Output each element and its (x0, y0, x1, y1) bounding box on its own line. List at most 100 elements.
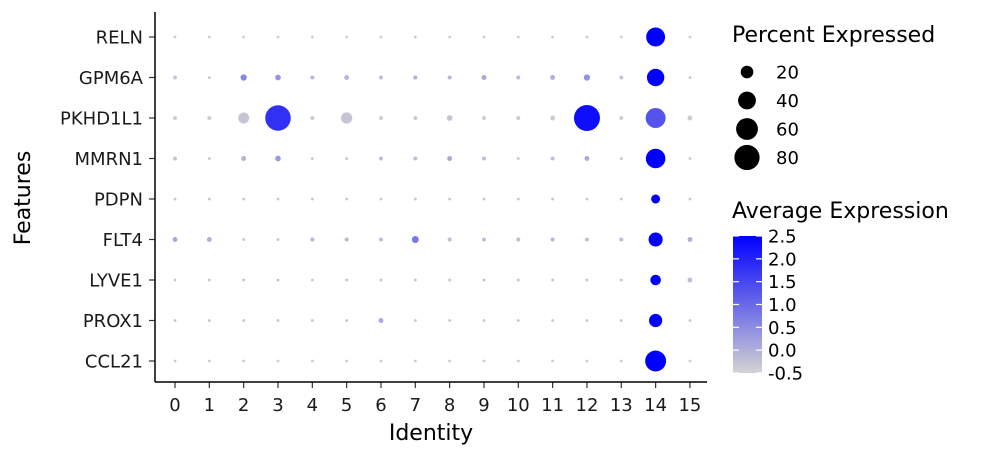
size-legend-label-20: 20 (776, 63, 799, 84)
size-legend-label-60: 60 (776, 120, 799, 141)
dot-CCL21-14 (645, 350, 667, 372)
dot-RELN-13 (619, 35, 623, 39)
dot-PDPN-13 (619, 197, 623, 201)
size-legend-dot-80 (734, 144, 760, 171)
dot-PKHD1L1-9 (481, 116, 486, 120)
color-legend-label: 1.0 (768, 295, 797, 316)
dot-PROX1-15 (688, 319, 692, 322)
y-tick-label-FLT4: FLT4 (103, 230, 143, 251)
dot-GPM6A-0 (173, 75, 177, 80)
dot-CCL21-7 (413, 359, 417, 363)
dot-GPM6A-3 (275, 74, 281, 81)
dot-FLT4-2 (242, 238, 246, 241)
dot-PDPN-1 (207, 197, 211, 201)
dot-FLT4-11 (550, 237, 555, 242)
dot-PKHD1L1-10 (516, 116, 521, 120)
dot-PROX1-7 (413, 319, 417, 322)
size-legend: Percent Expressed 20 40 60 80 (732, 23, 935, 171)
dot-PKHD1L1-7 (413, 116, 418, 120)
dot-LYVE1-2 (242, 278, 246, 282)
dot-CCL21-8 (448, 359, 452, 363)
y-tick-label-RELN: RELN (96, 28, 143, 49)
dot-FLT4-0 (172, 237, 178, 242)
dot-PDPN-4 (310, 197, 314, 201)
dot-GPM6A-9 (481, 75, 487, 80)
dot-PKHD1L1-8 (446, 115, 453, 121)
dot-GPM6A-11 (550, 75, 556, 80)
dot-GPM6A-12 (583, 74, 591, 81)
dot-MMRN1-10 (516, 157, 520, 160)
x-tick-label-0: 0 (169, 395, 180, 416)
dot-LYVE1-10 (516, 278, 520, 282)
dot-RELN-4 (310, 35, 314, 39)
dot-GPM6A-2 (240, 74, 247, 81)
dot-LYVE1-12 (585, 278, 589, 282)
dot-CCL21-9 (482, 359, 486, 363)
y-tick-label-GPM6A: GPM6A (79, 68, 144, 89)
dot-MMRN1-7 (413, 156, 418, 161)
dot-LYVE1-13 (619, 278, 623, 282)
dot-PKHD1L1-12 (573, 105, 600, 131)
dot-RELN-15 (688, 35, 692, 39)
dot-FLT4-14 (648, 232, 663, 247)
dot-GPM6A-13 (619, 75, 624, 80)
dot-CCL21-3 (276, 359, 280, 363)
dot-RELN-11 (551, 35, 555, 39)
dot-MMRN1-14 (645, 148, 666, 169)
dot-LYVE1-5 (345, 278, 349, 282)
dot-RELN-8 (448, 35, 452, 39)
dot-PROX1-3 (276, 319, 280, 322)
x-tick-label-1: 1 (204, 395, 215, 416)
dot-LYVE1-1 (207, 278, 211, 282)
dot-PKHD1L1-3 (265, 105, 291, 131)
x-tick-label-13: 13 (610, 395, 633, 416)
dot-PROX1-5 (345, 319, 349, 322)
dot-PROX1-10 (516, 319, 520, 322)
dot-FLT4-10 (516, 237, 521, 242)
dot-CCL21-5 (345, 359, 349, 363)
dot-FLT4-13 (619, 237, 624, 242)
dot-PKHD1L1-0 (173, 116, 177, 120)
dot-MMRN1-6 (378, 156, 383, 161)
x-tick-label-3: 3 (272, 395, 283, 416)
dot-PDPN-7 (413, 197, 417, 201)
x-tick-label-7: 7 (410, 395, 421, 416)
plot-area (172, 27, 693, 372)
dot-PROX1-9 (482, 319, 486, 322)
dot-LYVE1-3 (276, 278, 280, 282)
dot-RELN-10 (516, 35, 520, 39)
color-legend-label: 2.5 (768, 227, 797, 248)
y-tick-label-MMRN1: MMRN1 (75, 149, 143, 170)
size-legend-dot-60 (736, 118, 758, 140)
dot-FLT4-3 (276, 238, 280, 241)
dot-FLT4-4 (310, 237, 315, 242)
x-tick-label-11: 11 (541, 395, 564, 416)
dot-FLT4-15 (687, 237, 693, 242)
color-legend-label: -0.5 (768, 364, 803, 385)
y-axis-title: Features (11, 151, 36, 246)
dot-CCL21-12 (585, 359, 589, 363)
y-tick-label-PDPN: PDPN (94, 190, 143, 211)
dot-GPM6A-5 (344, 75, 350, 80)
dot-PDPN-12 (585, 197, 589, 201)
dot-LYVE1-15 (687, 277, 693, 283)
dot-PDPN-14 (651, 194, 661, 204)
dot-PKHD1L1-6 (378, 116, 383, 120)
x-tick-label-15: 15 (678, 395, 701, 416)
dot-GPM6A-15 (688, 76, 692, 79)
color-legend: Average Expression 2.52.01.51.00.50.0-0.… (732, 199, 949, 385)
size-legend-dot-20 (740, 65, 754, 79)
dot-PROX1-2 (242, 319, 246, 322)
dot-PKHD1L1-13 (619, 116, 624, 120)
dot-PDPN-6 (379, 197, 383, 201)
x-tick-label-5: 5 (341, 395, 352, 416)
dot-PROX1-13 (619, 319, 623, 322)
dot-GPM6A-4 (310, 75, 315, 80)
dot-PDPN-8 (448, 197, 452, 201)
dot-PDPN-3 (276, 197, 280, 201)
dot-FLT4-7 (411, 236, 419, 243)
size-legend-label-80: 80 (776, 148, 799, 169)
dot-PROX1-8 (448, 319, 452, 322)
dot-PDPN-10 (516, 197, 520, 201)
